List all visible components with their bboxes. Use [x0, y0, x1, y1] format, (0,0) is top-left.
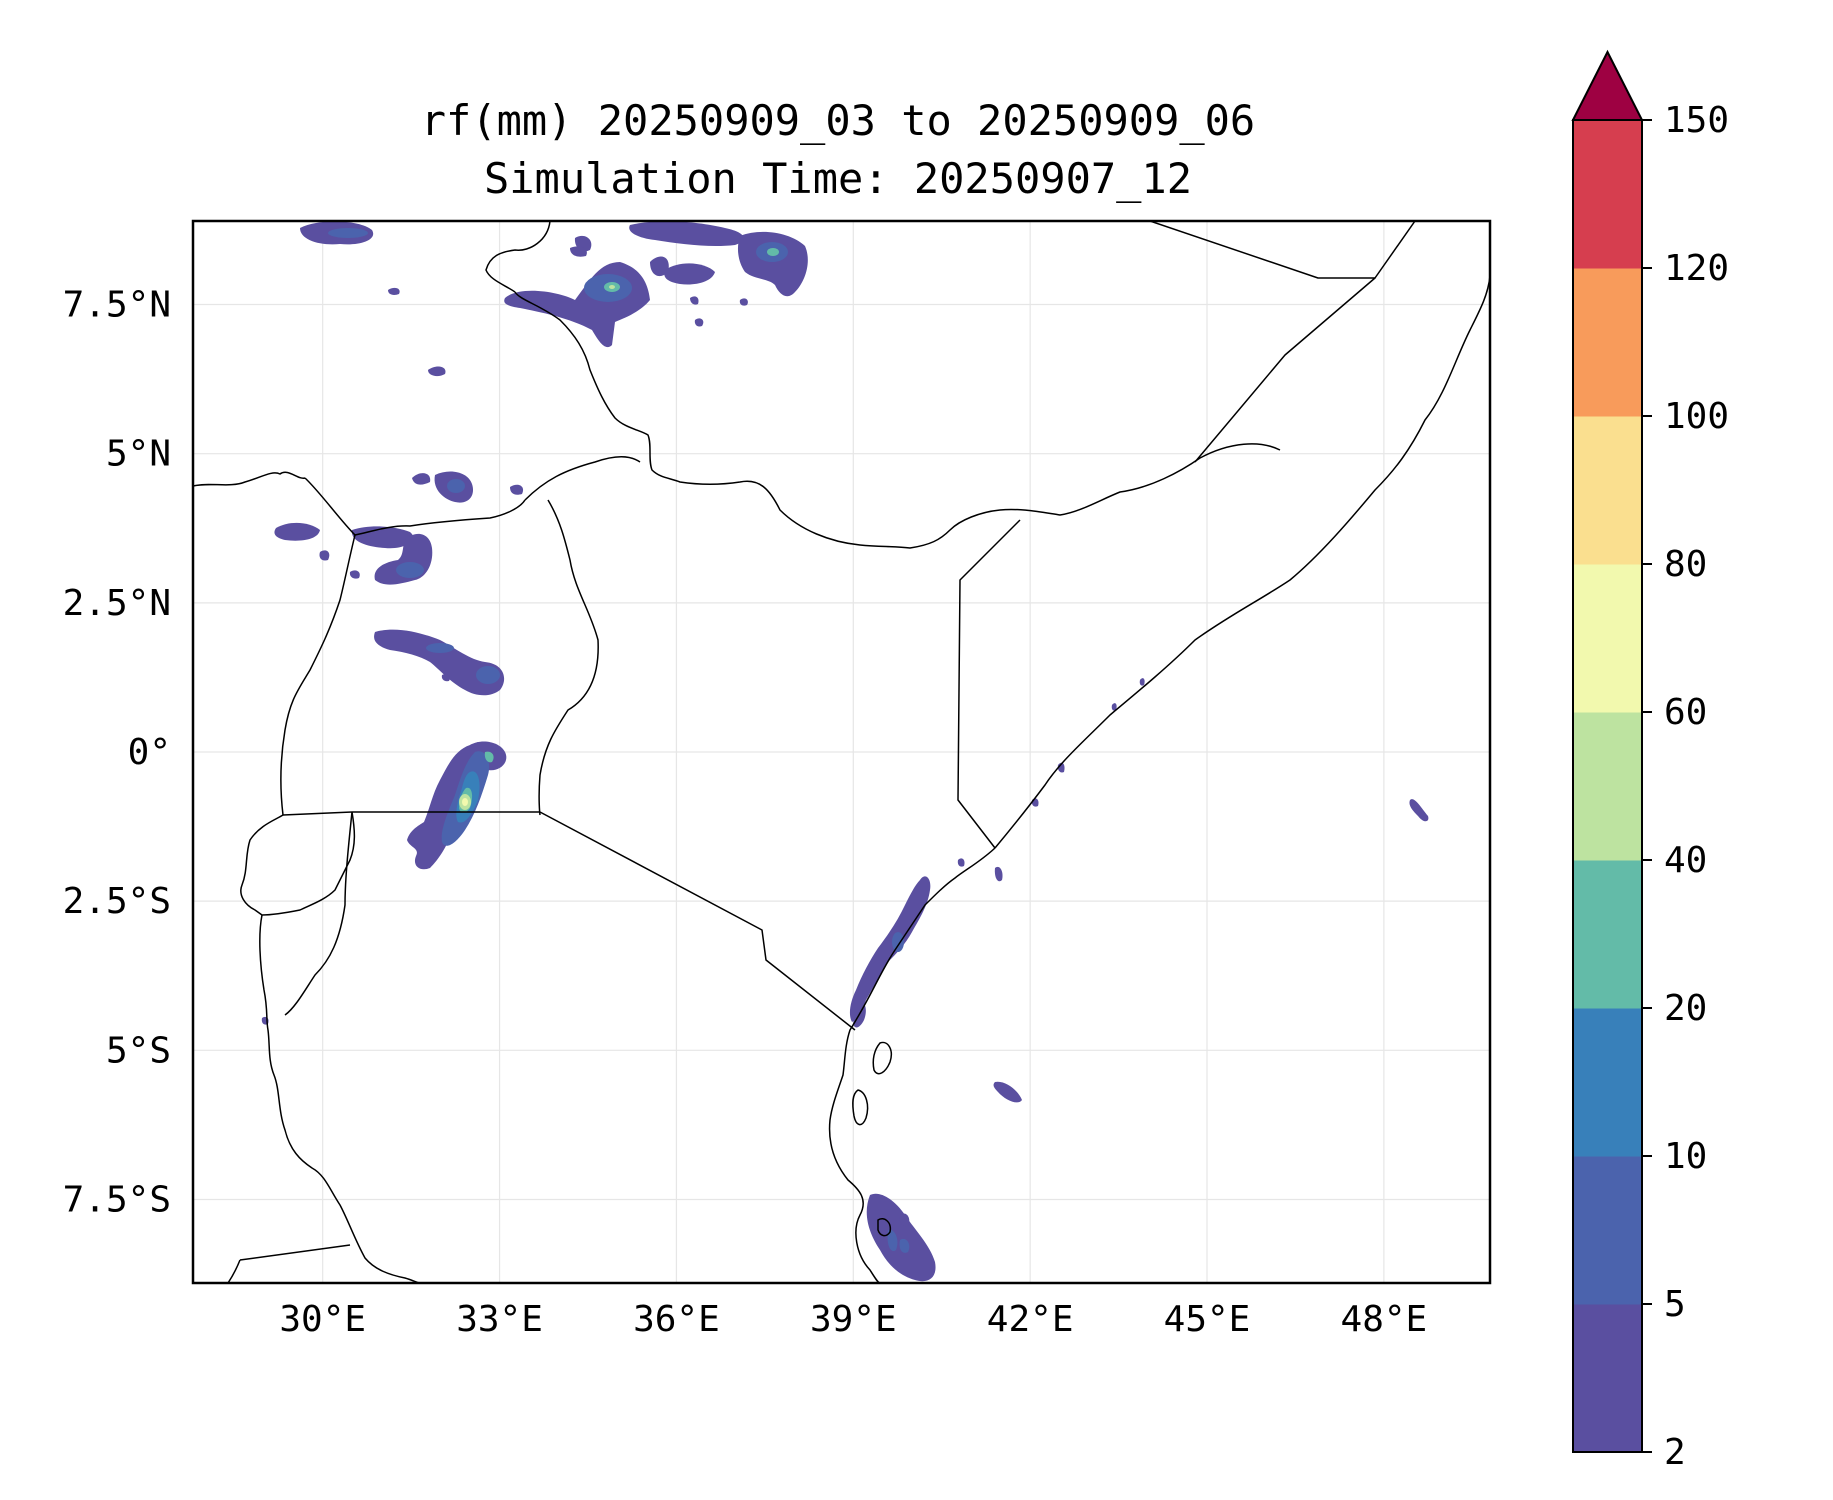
- island-pemba: [872, 1041, 892, 1075]
- rain-area-uganda-central: [374, 629, 505, 696]
- lat-tick-label: 5°S: [106, 1030, 171, 1071]
- boundary-southsudan-kenya: [524, 456, 641, 501]
- rain-area-ethiopia-west: [504, 235, 669, 348]
- lon-tick-label: 42°E: [987, 1299, 1074, 1340]
- colorbar: 2 5 10 20 40 60 80 100 120 150: [1571, 49, 1729, 1473]
- coastline-somalia: [994, 275, 1490, 849]
- colorbar-segment: [1573, 564, 1642, 713]
- colorbar-segment: [1573, 120, 1642, 269]
- island-zanzibar: [852, 1089, 869, 1126]
- rain-area-zanzibar-channel: [866, 1193, 936, 1282]
- lat-tick-label: 2.5°S: [63, 881, 171, 922]
- title-line-2: Simulation Time: 20250907_12: [484, 154, 1192, 203]
- lon-tick-label: 30°E: [279, 1299, 366, 1340]
- boundary-southsudan-uganda: [304, 477, 526, 536]
- boundary-lake-tanganyika-east: [259, 914, 421, 1283]
- colorbar-tick-label: 100: [1664, 396, 1729, 437]
- colorbar-tick-label: 5: [1664, 1284, 1686, 1325]
- colorbar-segment: [1573, 1008, 1642, 1157]
- lat-tick-label: 7.5°S: [63, 1179, 171, 1220]
- boundary-tanzania-burundi: [284, 811, 353, 1016]
- colorbar-segment: [1573, 268, 1642, 417]
- lat-tick-label: 7.5°N: [63, 285, 171, 326]
- rain-area-small-cells-north: [388, 287, 699, 377]
- island-mafia: [877, 1218, 892, 1237]
- map-frame: [191, 219, 1492, 1285]
- longitude-tick-labels: 30°E 33°E 36°E 39°E 42°E 45°E 48°E: [279, 1299, 1427, 1340]
- boundary-somaliland: [1374, 221, 1416, 279]
- title-line-1: rf(mm) 20250909_03 to 20250909_06: [421, 96, 1255, 145]
- boundary-rwanda-burundi: [240, 811, 356, 916]
- coastline-east-africa: [828, 847, 996, 1283]
- colorbar-tick-label: 40: [1664, 840, 1707, 881]
- lat-tick-label: 2.5°N: [63, 583, 171, 624]
- colorbar-tick-label: 80: [1664, 544, 1707, 585]
- rain-area-south-sudan-nw: [300, 221, 374, 245]
- colorbar-segment: [1573, 860, 1642, 1009]
- lat-tick-label: 0°: [128, 732, 171, 773]
- gridlines: [193, 221, 1490, 1283]
- colorbar-frame: [1572, 119, 1643, 1453]
- colorbar-extend-arrow: [1571, 49, 1644, 121]
- lat-tick-label: 5°N: [106, 434, 171, 475]
- boundary-zambia-tanzania: [239, 1244, 351, 1261]
- colorbar-tick-label: 2: [1664, 1432, 1686, 1473]
- colorbar-tick-label: 120: [1664, 248, 1729, 289]
- lon-tick-label: 48°E: [1341, 1299, 1428, 1340]
- colorbar-tick-label: 150: [1664, 100, 1729, 141]
- lon-tick-label: 33°E: [456, 1299, 543, 1340]
- rain-area-lake-victoria: [407, 741, 507, 870]
- colorbar-segment: [1573, 416, 1642, 565]
- lon-tick-label: 45°E: [1164, 1299, 1251, 1340]
- rainfall-field: [261, 221, 1429, 1282]
- colorbar-tick-label: 20: [1664, 988, 1707, 1029]
- boundary-kenya-tanzania: [539, 811, 856, 1031]
- map-boundaries: [193, 221, 1490, 1283]
- boundary-uganda-drc: [280, 534, 356, 816]
- colorbar-tick-label: 60: [1664, 692, 1707, 733]
- colorbar-segment: [1573, 712, 1642, 861]
- colorbar-segment: [1573, 1156, 1642, 1305]
- boundary-kenya-somalia: [957, 519, 1021, 849]
- colorbar-tick-label: 10: [1664, 1136, 1707, 1177]
- latitude-tick-labels: 7.5°N 5°N 2.5°N 0° 2.5°S 5°S 7.5°S: [63, 285, 171, 1221]
- lon-tick-label: 36°E: [633, 1299, 720, 1340]
- map-panel: 30°E 33°E 36°E 39°E 42°E 45°E 48°E 7.5°N 5°N 2.5…: [63, 219, 1492, 1340]
- boundary-uganda-kenya: [538, 499, 599, 816]
- rain-area-ethiopia-central: [570, 221, 808, 327]
- colorbar-segment: [1573, 1304, 1642, 1453]
- rain-area-south-sudan-south: [274, 471, 524, 541]
- boundary-ethiopia-kenya: [514, 291, 1281, 549]
- lon-tick-label: 39°E: [810, 1299, 897, 1340]
- boundary-ss-car: [193, 471, 306, 487]
- boundary-sudan-north: [485, 221, 551, 293]
